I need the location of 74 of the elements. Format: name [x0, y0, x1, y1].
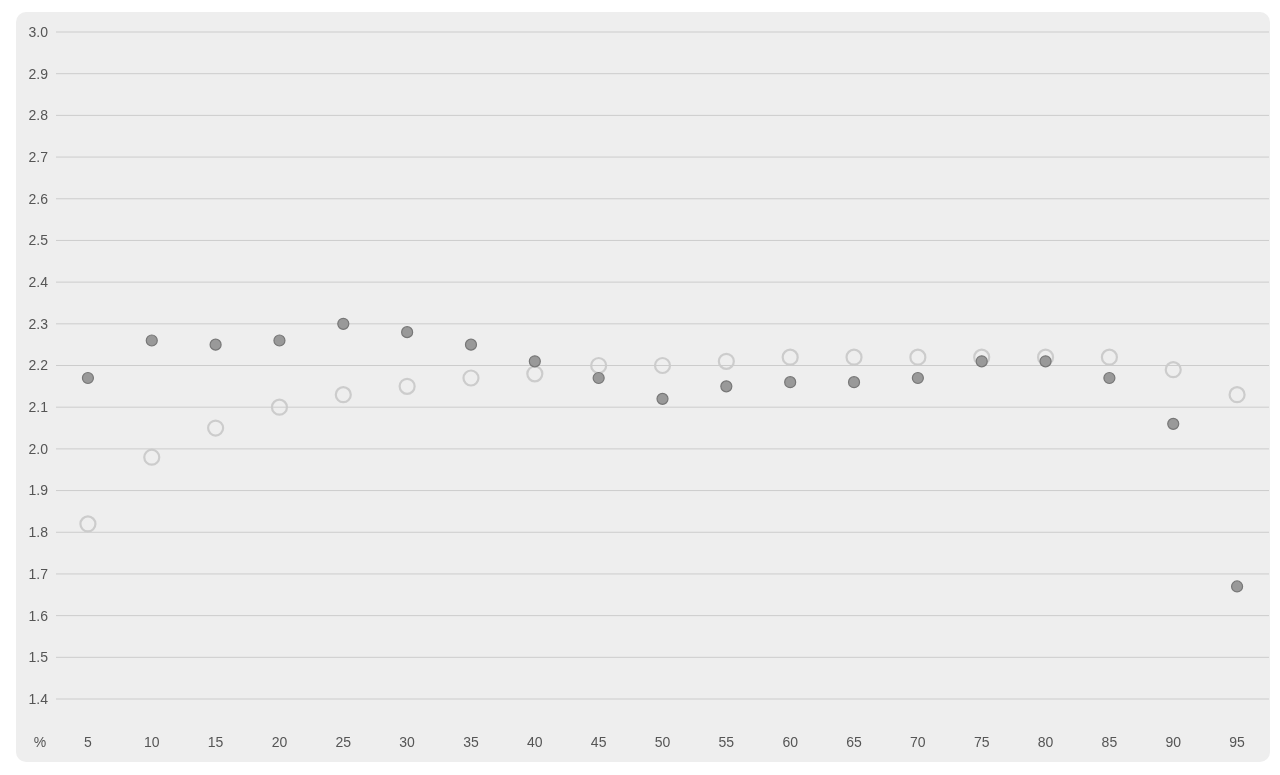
y-tick-label: 2.2: [28, 357, 49, 374]
y-tick-label: 2.8: [28, 107, 49, 124]
point: [653, 356, 672, 375]
point: [784, 376, 797, 389]
x-tick-label: 60: [782, 733, 799, 750]
point: [973, 348, 991, 366]
x-tick-label: 40: [527, 733, 543, 750]
x-tick-label: 20: [271, 733, 288, 750]
point: [781, 348, 799, 366]
point: [270, 398, 289, 416]
x-tick-label: 5: [84, 733, 93, 750]
point: [911, 371, 924, 385]
x-tick-label: 70: [910, 733, 926, 750]
point: [81, 371, 95, 385]
y-tick-label: 2.9: [28, 65, 49, 82]
point: [717, 352, 735, 370]
x-tick-label: 95: [1229, 733, 1246, 750]
point: [1228, 386, 1246, 404]
x-tick-label: 25: [335, 733, 352, 750]
point: [720, 380, 733, 393]
x-tick-label: 45: [590, 733, 607, 750]
x-tick-label: 55: [718, 733, 735, 750]
point: [526, 365, 544, 383]
x-tick-label: 15: [207, 733, 224, 750]
x-tick-label: 65: [846, 733, 863, 750]
point: [847, 376, 861, 389]
point: [1167, 417, 1180, 430]
point: [464, 338, 478, 351]
x-tick-label: 80: [1037, 733, 1054, 750]
x-tick-label: 50: [654, 733, 671, 750]
x-tick-label: 35: [463, 733, 479, 750]
y-tick-label: 1.5: [28, 649, 49, 666]
x-tick-label: 10: [143, 733, 160, 750]
y-tick-label: 2.7: [28, 148, 49, 165]
y-tick-label: 2.3: [28, 315, 49, 332]
point: [401, 326, 414, 339]
point: [334, 386, 352, 404]
y-tick-label: 2.0: [28, 440, 49, 457]
point: [143, 448, 161, 466]
x-axis-title: %: [33, 733, 47, 750]
point: [1036, 348, 1055, 366]
x-tick-label: 30: [399, 733, 416, 750]
point: [207, 419, 225, 437]
point: [909, 348, 927, 366]
y-tick-label: 1.4: [28, 690, 49, 707]
point: [590, 356, 608, 375]
x-tick-label: 90: [1165, 733, 1182, 750]
point: [1039, 355, 1052, 368]
y-tick-label: 2.1: [28, 399, 49, 416]
y-tick-label: 2.5: [28, 232, 49, 249]
point: [337, 317, 350, 330]
point: [145, 334, 158, 347]
y-tick-label: 3.0: [28, 23, 49, 40]
point: [462, 369, 480, 387]
point: [209, 338, 222, 351]
x-tick-label: 75: [973, 733, 990, 750]
point: [1230, 580, 1244, 593]
point: [1103, 371, 1116, 385]
point: [1100, 348, 1118, 366]
y-tick-label: 1.7: [28, 565, 49, 582]
y-tick-label: 1.8: [28, 524, 49, 541]
y-tick-label: 2.4: [28, 274, 49, 291]
point: [398, 377, 416, 395]
x-tick-label: 85: [1101, 733, 1118, 750]
point: [79, 515, 97, 533]
point: [1164, 361, 1182, 379]
point: [528, 355, 541, 368]
point: [656, 392, 669, 405]
y-tick-label: 2.6: [28, 190, 49, 207]
point: [273, 334, 286, 347]
point: [845, 348, 863, 366]
y-tick-label: 1.9: [28, 482, 49, 499]
y-tick-label: 1.6: [28, 607, 49, 624]
point: [592, 371, 605, 385]
